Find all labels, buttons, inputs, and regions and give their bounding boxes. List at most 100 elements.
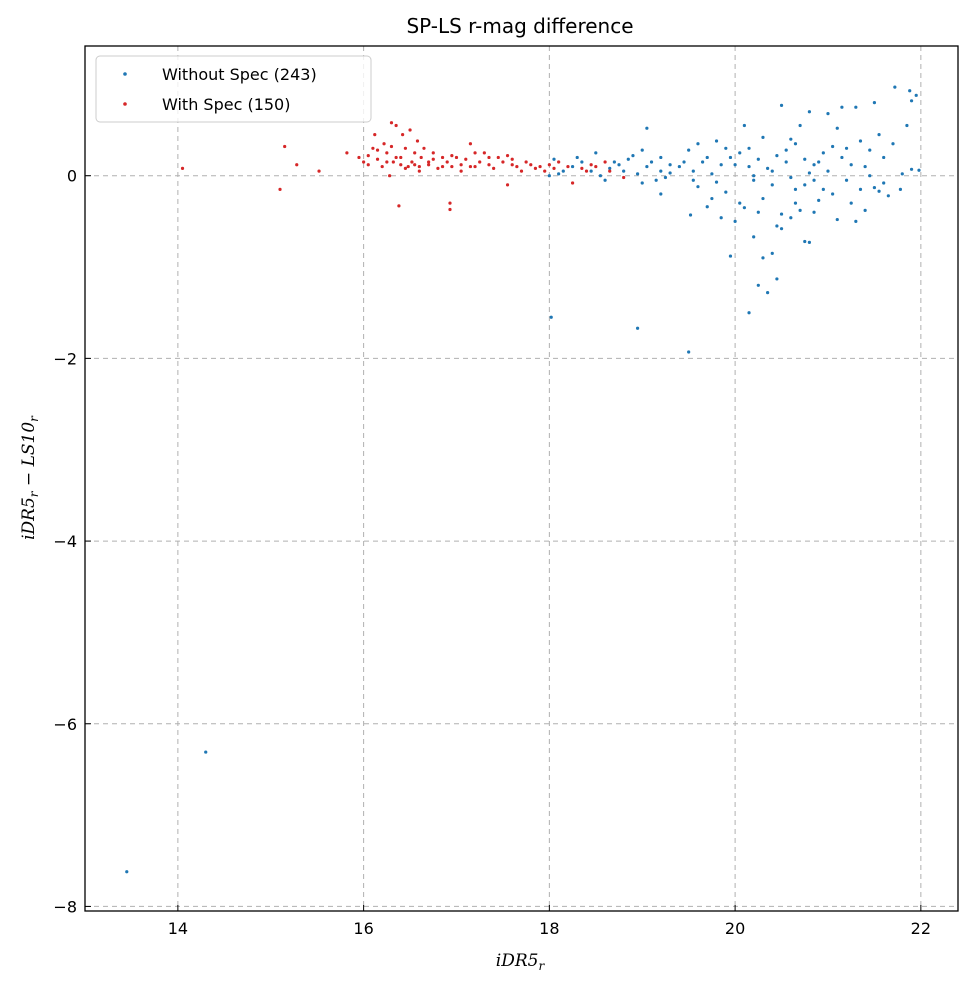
point-s1-30 bbox=[422, 146, 426, 150]
point-s0-30 bbox=[817, 198, 821, 202]
point-s0-73 bbox=[779, 103, 784, 107]
point-s1-16 bbox=[389, 121, 394, 125]
point-s1-53 bbox=[519, 169, 524, 173]
point-s1-65 bbox=[584, 169, 589, 173]
point-s1-39 bbox=[454, 155, 459, 160]
point-s1-33 bbox=[436, 166, 440, 170]
x-axis-label-main: iDR5 bbox=[496, 951, 539, 971]
point-s0-110 bbox=[724, 146, 728, 150]
point-s1-29 bbox=[419, 155, 423, 160]
point-s1-8 bbox=[366, 154, 370, 158]
point-s0-115 bbox=[807, 171, 812, 175]
point-s0-88 bbox=[635, 172, 640, 176]
point-s1-44 bbox=[478, 160, 482, 164]
point-s1-51 bbox=[510, 157, 514, 161]
point-s0-56 bbox=[840, 155, 844, 160]
point-s0-62 bbox=[905, 123, 909, 128]
point-s0-9 bbox=[761, 256, 765, 260]
point-s0-105 bbox=[677, 164, 681, 169]
point-s0-44 bbox=[728, 155, 733, 160]
point-s1-1 bbox=[278, 187, 282, 192]
point-s0-58 bbox=[858, 139, 863, 143]
point-s1-84 bbox=[375, 148, 380, 152]
point-s1-7 bbox=[362, 160, 366, 164]
point-s0-2 bbox=[549, 315, 553, 319]
point-s0-5 bbox=[747, 311, 751, 315]
point-s0-51 bbox=[793, 142, 798, 146]
point-s0-60 bbox=[877, 133, 881, 137]
point-s1-49 bbox=[501, 160, 505, 164]
point-s0-32 bbox=[793, 187, 798, 192]
point-s1-56 bbox=[533, 166, 538, 170]
point-s0-8 bbox=[775, 277, 779, 281]
grid-lines bbox=[85, 46, 958, 911]
point-s1-61 bbox=[557, 160, 561, 164]
point-s0-28 bbox=[877, 189, 881, 193]
point-s1-43 bbox=[473, 164, 477, 169]
point-s0-26 bbox=[886, 194, 890, 198]
y-tick-label-4: −8 bbox=[53, 897, 77, 916]
point-s0-136 bbox=[844, 146, 849, 150]
point-s0-36 bbox=[742, 206, 746, 210]
point-s0-91 bbox=[608, 166, 612, 170]
point-s1-73 bbox=[427, 160, 431, 164]
point-s0-130 bbox=[668, 163, 672, 167]
point-s0-23 bbox=[835, 217, 839, 222]
y-axis-label-sub1: r bbox=[27, 490, 41, 497]
point-s1-59 bbox=[547, 163, 551, 167]
point-s1-70 bbox=[622, 175, 626, 180]
data-points bbox=[125, 85, 921, 874]
point-s0-37 bbox=[724, 190, 728, 194]
point-s1-20 bbox=[399, 155, 403, 160]
point-s1-14 bbox=[385, 151, 389, 155]
point-s0-29 bbox=[872, 185, 877, 190]
point-s0-46 bbox=[747, 146, 751, 150]
point-s1-38 bbox=[450, 164, 454, 169]
point-s1-23 bbox=[406, 164, 410, 169]
point-s1-45 bbox=[482, 151, 486, 155]
point-s0-21 bbox=[789, 216, 793, 220]
point-s0-104 bbox=[659, 155, 663, 160]
point-s0-97 bbox=[552, 157, 556, 161]
point-s1-15 bbox=[388, 174, 392, 178]
point-s0-101 bbox=[594, 151, 598, 155]
point-s0-143 bbox=[710, 196, 714, 201]
x-axis-label-subscript: r bbox=[538, 959, 545, 973]
point-s1-11 bbox=[375, 157, 380, 161]
point-s0-108 bbox=[705, 155, 709, 160]
point-s0-38 bbox=[714, 180, 719, 184]
point-s0-112 bbox=[752, 174, 756, 178]
point-s0-107 bbox=[696, 142, 700, 146]
point-s1-80 bbox=[440, 164, 445, 169]
point-s0-86 bbox=[654, 178, 658, 182]
point-s0-19 bbox=[733, 219, 737, 223]
point-s0-141 bbox=[821, 187, 825, 192]
point-s1-6 bbox=[357, 155, 361, 160]
point-s1-32 bbox=[431, 151, 435, 155]
point-s0-120 bbox=[900, 172, 904, 176]
point-s1-31 bbox=[427, 163, 431, 167]
point-s0-139 bbox=[784, 160, 788, 164]
point-s0-138 bbox=[747, 164, 751, 169]
point-s0-54 bbox=[821, 151, 825, 155]
point-s1-37 bbox=[448, 207, 452, 212]
point-s0-134 bbox=[659, 192, 663, 196]
y-axis-label: iDR5r − LS10r bbox=[19, 415, 41, 540]
point-s0-20 bbox=[779, 212, 784, 216]
y-axis-label-part2: − LS10 bbox=[19, 422, 39, 492]
point-s0-137 bbox=[882, 155, 886, 160]
point-s0-114 bbox=[789, 175, 793, 180]
point-s0-121 bbox=[738, 201, 742, 205]
point-s0-87 bbox=[645, 164, 649, 169]
point-s0-89 bbox=[626, 157, 630, 161]
point-s1-75 bbox=[394, 155, 398, 160]
x-tick-label-2: 18 bbox=[539, 919, 559, 938]
point-s0-47 bbox=[756, 157, 760, 161]
point-s1-2 bbox=[283, 144, 287, 149]
point-s0-76 bbox=[835, 126, 839, 130]
point-s0-34 bbox=[761, 196, 765, 201]
point-s0-4 bbox=[687, 350, 691, 354]
point-s1-60 bbox=[552, 166, 556, 170]
point-s0-17 bbox=[705, 205, 709, 209]
point-s0-106 bbox=[687, 148, 691, 152]
